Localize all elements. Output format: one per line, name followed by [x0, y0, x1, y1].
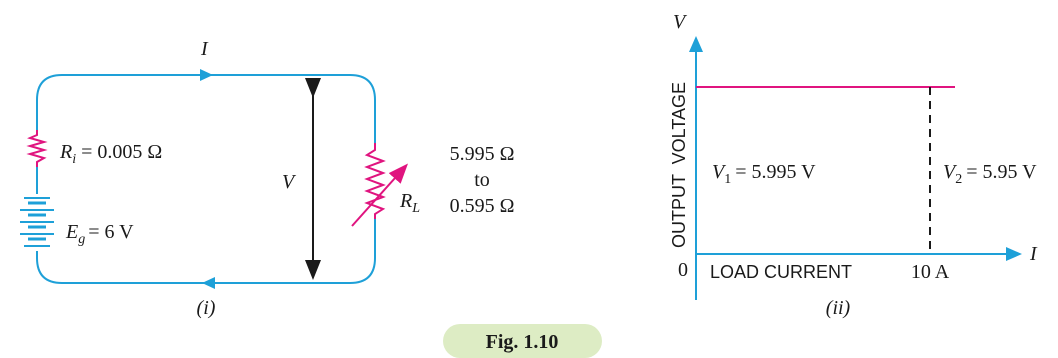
eg-label: Eg = 6 V	[65, 221, 134, 247]
caption-background	[443, 324, 602, 358]
rl-symbol: R	[399, 190, 412, 212]
rl-subscript: L	[411, 201, 420, 216]
v2-value: = 5.95 V	[966, 161, 1037, 183]
circuit-loop-wire	[36, 74, 376, 284]
caption-text: Fig. 1.10	[486, 331, 559, 353]
rl-range-to-word: to	[474, 169, 490, 191]
rl-label: RL	[399, 190, 420, 216]
variable-resistor-arrow	[351, 163, 409, 227]
v1-value: = 5.995 V	[735, 161, 816, 183]
origin-label: 0	[678, 259, 688, 281]
v2-symbol: V	[943, 161, 958, 183]
voltage-current-graph: V I OUTPUT VOLTAGE LOAD CURRENT 0 10 A V…	[669, 11, 1038, 319]
v1-symbol: V	[712, 161, 727, 183]
rl-range-to: 0.595 Ω	[450, 195, 515, 217]
x-axis-title: LOAD CURRENT	[710, 262, 852, 282]
eg-value: = 6 V	[88, 221, 134, 243]
eg-symbol: E	[65, 221, 78, 243]
v1-subscript: 1	[724, 172, 731, 187]
figure-caption: Fig. 1.10	[443, 324, 602, 358]
x-axis-label: I	[1029, 243, 1038, 265]
panel-label-ii: (ii)	[826, 297, 851, 319]
current-label: I	[200, 38, 209, 60]
eg-subscript: g	[78, 232, 85, 247]
ri-symbol: R	[59, 141, 72, 163]
panel-label-i: (i)	[197, 297, 216, 319]
x-axis-arrowhead	[1006, 247, 1022, 261]
v2-subscript: 2	[955, 172, 962, 187]
circuit-diagram: I Ri = 0.005 Ω Eg = 6 V V RL 5.995 Ω to 0.…	[20, 38, 514, 319]
load-resistor-rl	[364, 143, 386, 219]
internal-resistor-ri	[26, 130, 48, 167]
ri-label: Ri = 0.005 Ω	[59, 141, 162, 167]
ri-value: = 0.005 Ω	[81, 141, 162, 163]
rl-range-from: 5.995 Ω	[450, 143, 515, 165]
x-tick-10a: 10 A	[911, 261, 950, 283]
y-axis-title: OUTPUT VOLTAGE	[669, 82, 689, 248]
ri-subscript: i	[72, 152, 76, 167]
voltage-label: V	[282, 171, 297, 193]
current-arrow-top	[200, 69, 213, 81]
v2-label: V2 = 5.95 V	[943, 161, 1037, 187]
battery-eg	[20, 197, 54, 247]
v1-label: V1 = 5.995 V	[712, 161, 816, 187]
current-arrow-bottom	[202, 277, 215, 289]
y-axis-arrowhead	[689, 36, 703, 52]
y-axis-label: V	[673, 11, 688, 33]
